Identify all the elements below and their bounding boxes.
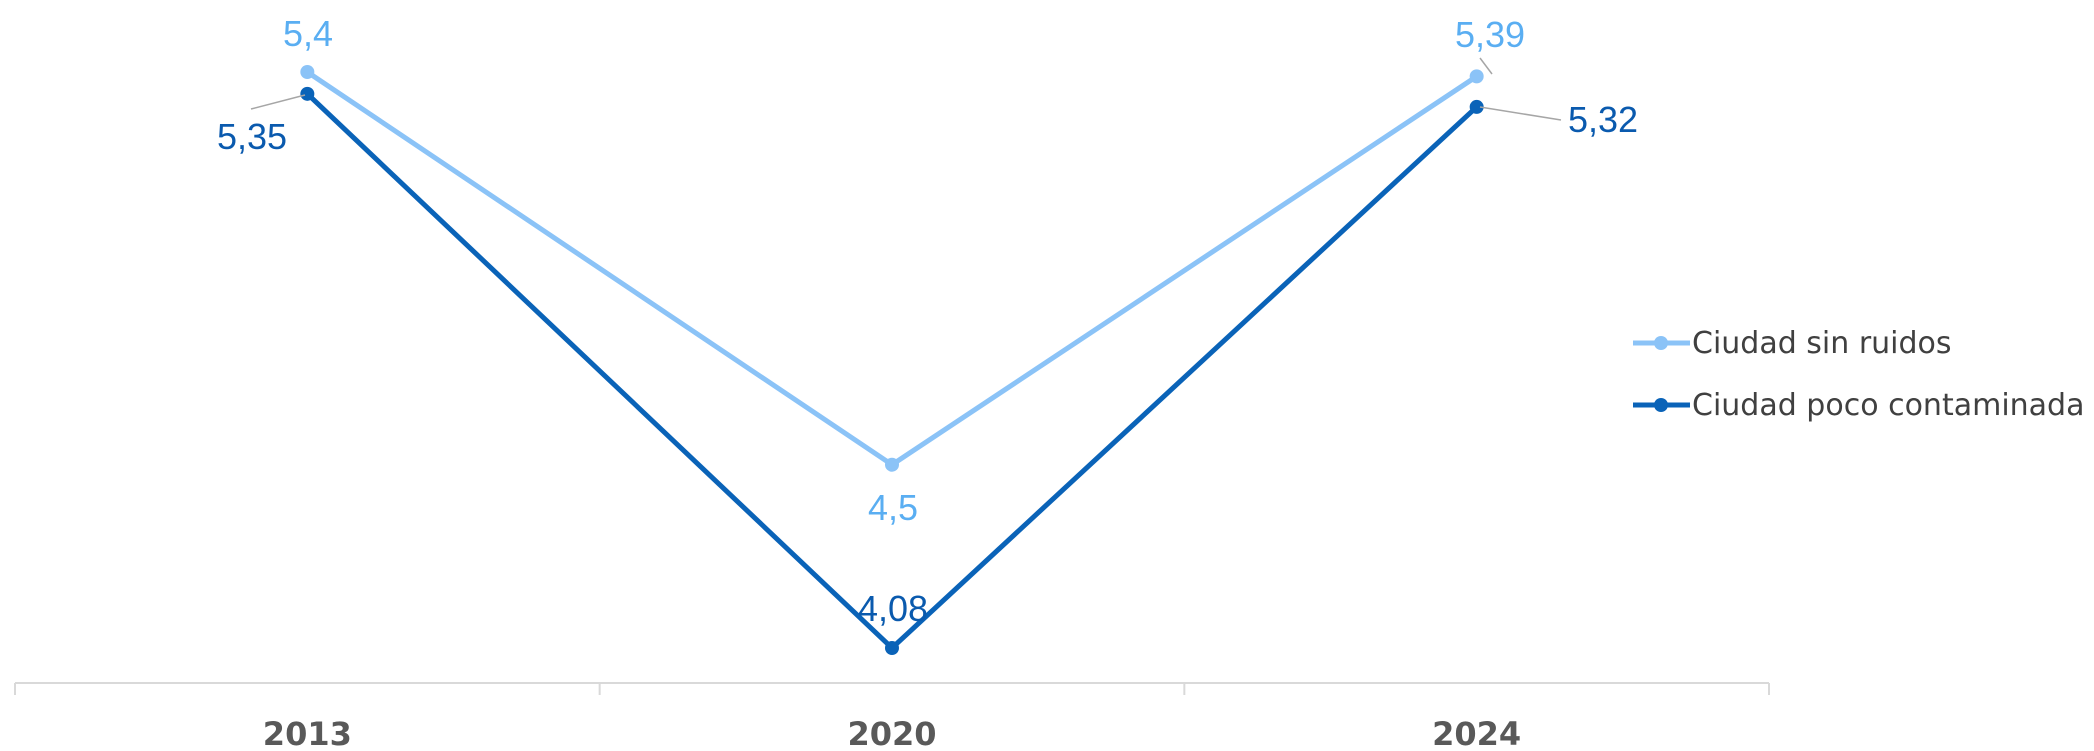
legend-item: Ciudad sin ruidos [1633,326,1952,361]
label-leader-line [250,94,306,110]
data-point [300,86,315,101]
label-leader-line [1479,57,1493,75]
data-label: 4,08 [858,588,928,629]
data-label: 5,39 [1455,14,1525,55]
legend-label: Ciudad sin ruidos [1692,326,1952,361]
legend: Ciudad sin ruidos Ciudad poco contaminada [1633,326,2084,423]
legend-marker [1654,398,1668,412]
legend-marker [1654,336,1668,350]
legend-label: Ciudad poco contaminada [1692,388,2084,423]
data-point [885,641,899,655]
x-axis: 2013 2020 2024 [14,682,1770,751]
data-point [1469,99,1484,114]
data-labels: 5,4 4,5 5,39 5,35 4,08 5,32 [217,13,1638,629]
data-point [1469,69,1484,84]
data-point [300,65,315,79]
data-point [885,457,899,472]
x-tick-label: 2024 [1432,715,1521,751]
x-tick-label: 2020 [847,715,936,751]
series-line [305,92,1479,652]
data-label: 5,32 [1568,99,1638,140]
data-label: 5,4 [283,13,333,54]
legend-item: Ciudad poco contaminada [1633,388,2084,423]
data-label: 5,35 [217,116,287,157]
data-label: 4,5 [868,487,918,528]
label-leader-line [1479,106,1562,121]
series-lines [300,65,1484,655]
x-tick-label: 2013 [263,715,352,751]
